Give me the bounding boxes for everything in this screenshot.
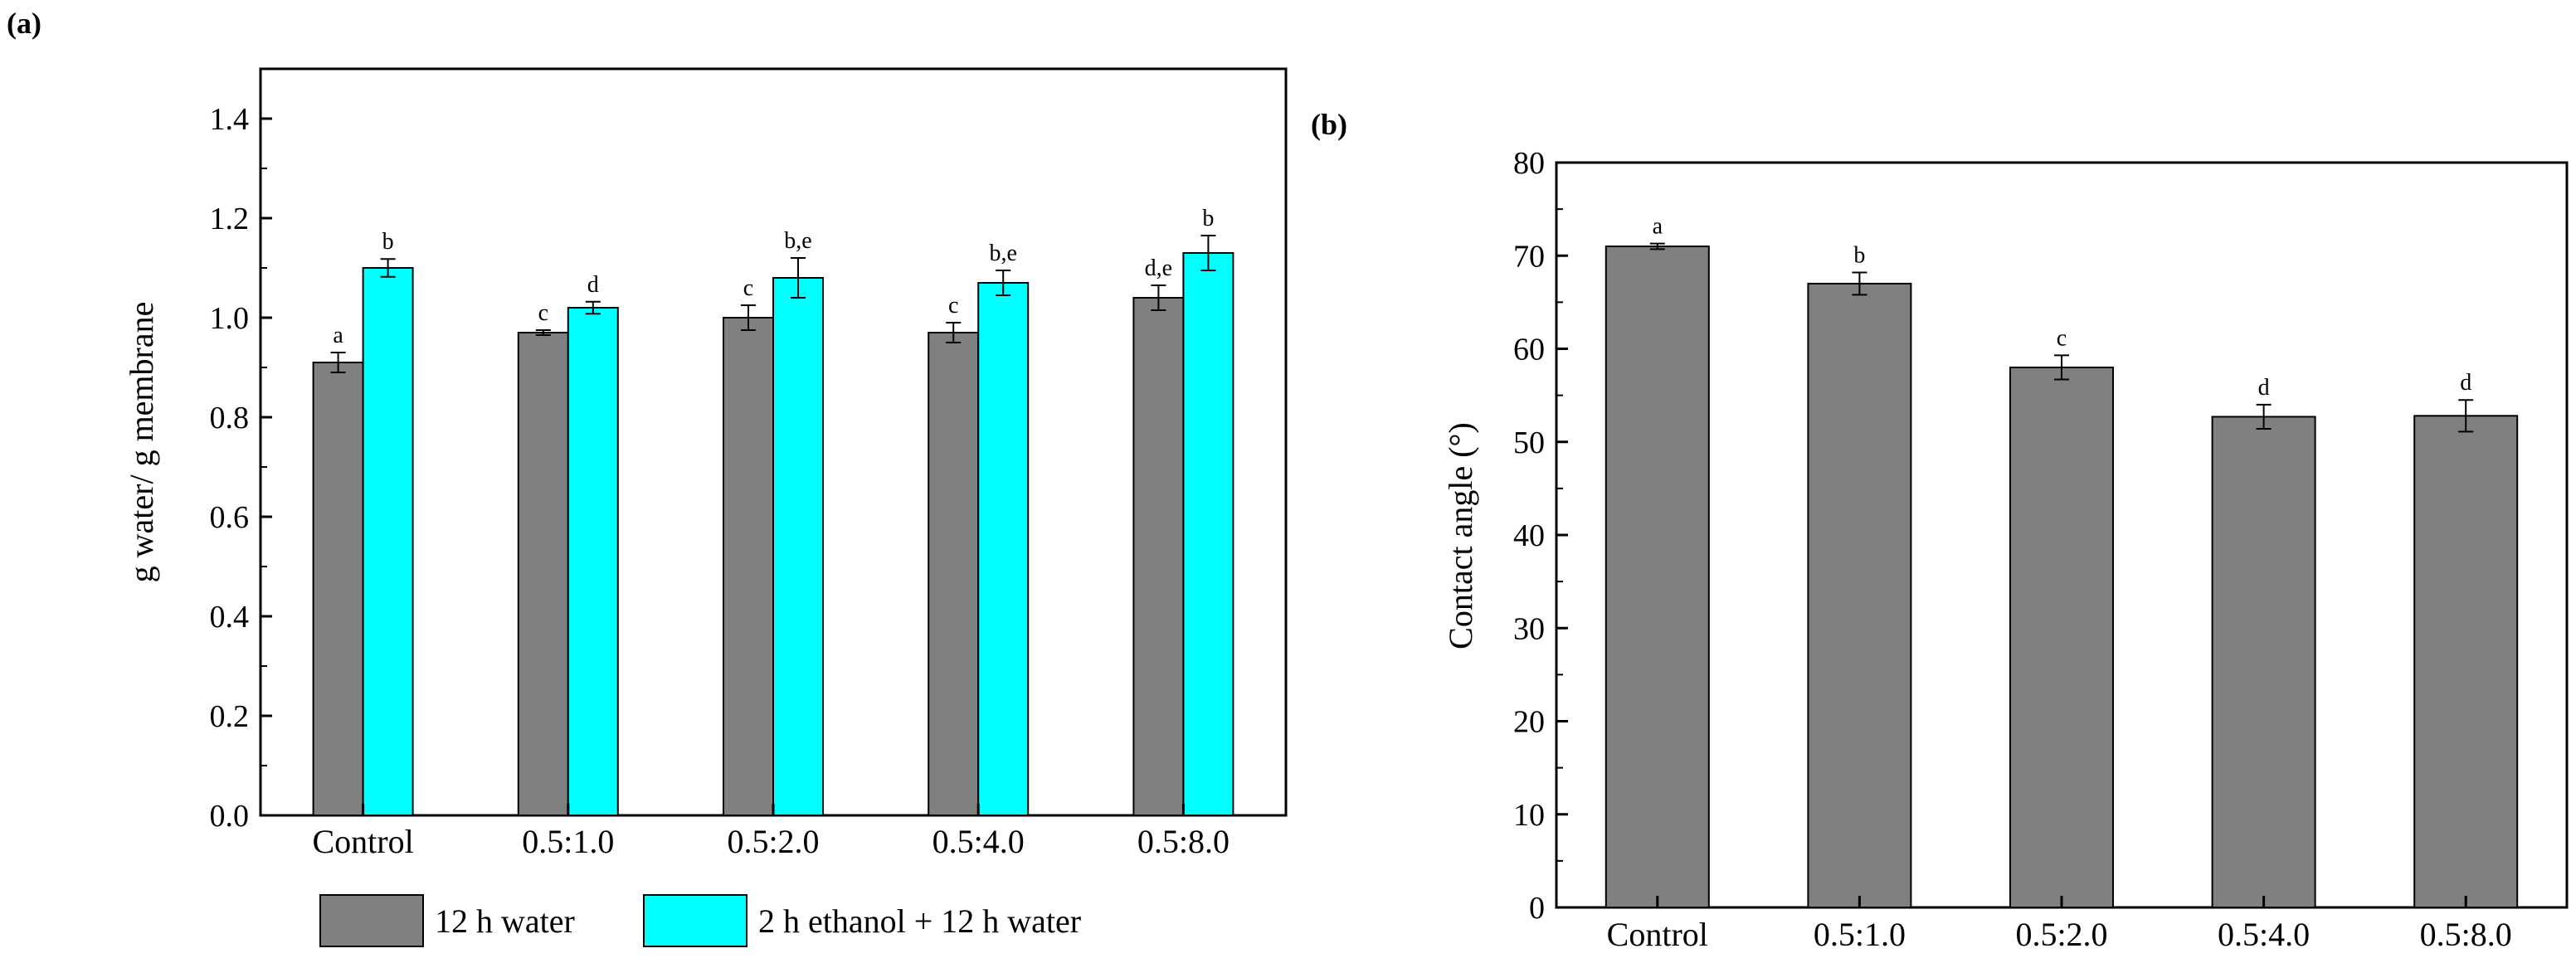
panel-b-x-axis: Control 0.5:1.0 0.5:2.0 0.5:4.0 0.5:8.0 [1607,896,2512,953]
y-tick-label: 0.2 [210,699,250,734]
legend-label-12h-water: 12 h water [435,902,575,940]
y-tick-label: 0.6 [210,500,250,535]
significance-label: b,e [989,241,1016,266]
y-tick-label: 0.8 [210,401,250,435]
x-category-label: 0.5:2.0 [2015,916,2107,953]
y-tick-label: 1.0 [210,301,250,336]
significance-label: d [2460,370,2471,396]
panel-a-legend: 12 h water 2 h ethanol + 12 h water [319,894,1081,947]
significance-label: b [1853,242,1865,268]
y-tick-label: 1.4 [210,102,250,137]
x-category-label: 0.5:4.0 [933,823,1025,860]
bar [1605,246,1710,908]
panel-a-label: (a) [7,7,41,40]
legend-swatch-12h-water [319,894,424,947]
significance-label: c [743,275,753,301]
panel-a-y-axis: 0.0 0.2 0.4 0.6 0.8 1.0 1.2 1.4 [210,102,272,834]
bar [2413,415,2519,908]
panel-b-bars: a b c d d [1605,214,2519,908]
significance-label: a [1653,214,1663,240]
x-category-label: Control [312,823,413,860]
x-category-label: 0.5:4.0 [2218,916,2310,953]
significance-label: c [538,300,548,326]
panel-a-y-axis-title: g water/ g membrane [123,302,160,583]
x-category-label: 0.5:8.0 [2420,916,2512,953]
significance-label: d,e [1145,255,1172,281]
y-tick-label: 20 [1513,705,1545,740]
y-tick-label: 60 [1513,333,1545,367]
bar [772,277,824,816]
y-tick-label: 80 [1513,146,1545,181]
x-category-label: Control [1607,916,1708,953]
x-category-label: 0.5:1.0 [522,823,614,860]
significance-label: b [382,229,394,255]
bar [517,332,569,816]
significance-label: b,e [784,228,811,254]
panel-a-x-axis: Control 0.5:1.0 0.5:2.0 0.5:4.0 0.5:8.0 [312,804,1230,860]
bar [312,362,364,816]
bar [567,307,619,816]
bar [1182,252,1234,816]
bar [2009,366,2114,908]
significance-label: d [2258,375,2270,401]
panel-b-y-axis-title: Contact angle (°) [1442,422,1479,649]
y-tick-label: 0 [1529,891,1545,926]
x-category-label: 0.5:8.0 [1137,823,1230,860]
significance-label: d [587,272,599,298]
panel-b-y-axis: 0 10 20 30 40 50 60 70 80 [1513,146,1568,926]
significance-label: a [333,323,343,348]
significance-label: c [948,293,958,319]
bar [1132,297,1185,816]
significance-label: c [2057,325,2067,351]
bar [2211,416,2316,908]
legend-swatch-ethanol-water [643,894,747,947]
x-category-label: 0.5:1.0 [1814,916,1906,953]
y-tick-label: 0.4 [210,600,250,635]
panel-a-water-uptake-chart: (a) 0.0 0.2 0.4 0.6 0.8 1.0 1.2 1.4 a b c d c b,e c b,… [7,7,1288,947]
x-category-label: 0.5:2.0 [727,823,819,860]
y-tick-label: 10 [1513,798,1545,833]
y-tick-label: 1.2 [210,202,250,236]
y-tick-label: 40 [1513,518,1545,553]
panel-b-label: (b) [1311,108,1347,141]
bar [928,332,980,816]
bar [723,317,774,816]
y-tick-label: 0.0 [210,799,250,834]
legend-label-ethanol-water: 2 h ethanol + 12 h water [758,902,1081,940]
bar [977,282,1030,816]
y-tick-label: 50 [1513,426,1545,460]
y-tick-label: 70 [1513,239,1545,274]
y-tick-label: 30 [1513,611,1545,646]
panel-a-bars: a b c d c b,e c b,e d,e b [312,206,1234,816]
panel-b-contact-angle-chart: (b) 0 10 20 30 40 50 60 70 80 a b c d d Control 0.5:1… [1311,108,2569,953]
bar [362,267,414,816]
bar [1807,282,1912,908]
significance-label: b [1202,206,1214,231]
